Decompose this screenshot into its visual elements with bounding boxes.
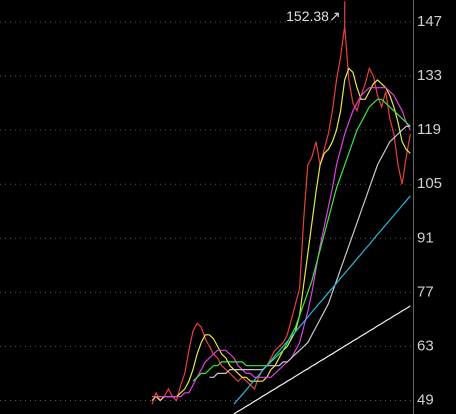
y-tick-label: 63 xyxy=(417,337,434,354)
y-tick-label: 119 xyxy=(417,121,441,138)
plot-area xyxy=(151,1,411,414)
series-line xyxy=(233,305,411,414)
y-tick-label: 77 xyxy=(417,283,434,300)
series-line xyxy=(209,125,411,378)
series-line xyxy=(152,87,411,398)
y-tick-label: 49 xyxy=(417,391,434,408)
y-tick-label: 105 xyxy=(417,175,442,192)
high-annotation: 152.38↗ xyxy=(286,8,341,24)
series-line xyxy=(192,98,411,382)
labels: 147 133 119 105 91 77 63 49 152.38↗ xyxy=(286,8,442,409)
y-tick-label: 133 xyxy=(417,67,442,84)
series-line xyxy=(233,195,411,405)
grid xyxy=(0,21,413,401)
series-line xyxy=(151,67,411,402)
y-tick-label: 91 xyxy=(417,229,434,246)
series-line xyxy=(151,25,411,405)
y-tick-label: 147 xyxy=(417,13,442,30)
